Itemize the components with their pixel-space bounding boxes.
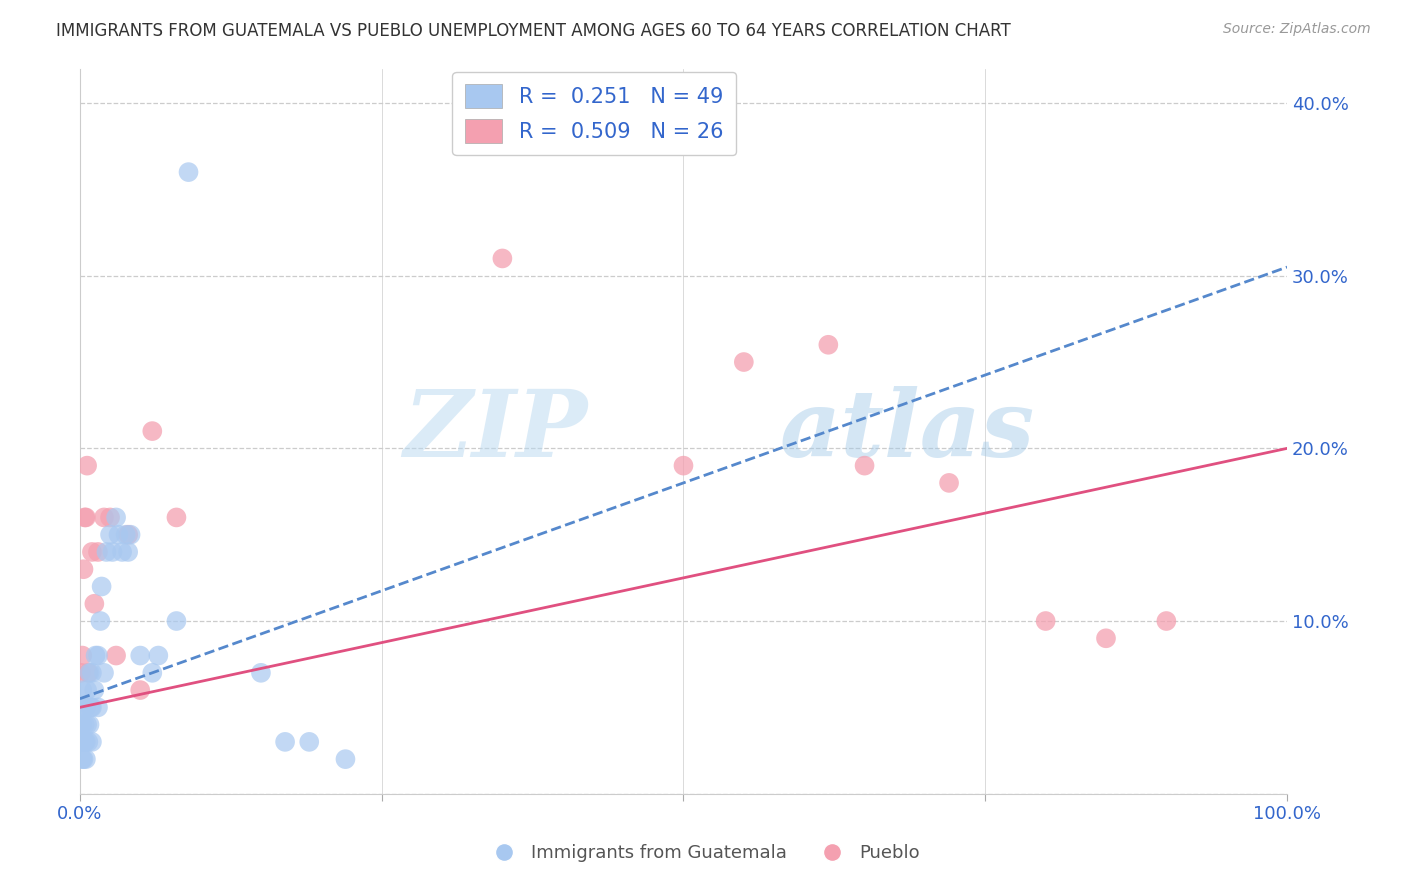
Point bbox=[73, 717, 96, 731]
Point bbox=[83, 597, 105, 611]
Legend: Immigrants from Guatemala, Pueblo: Immigrants from Guatemala, Pueblo bbox=[479, 838, 927, 870]
Point bbox=[1095, 632, 1118, 646]
Point bbox=[148, 648, 170, 663]
Point bbox=[1156, 614, 1178, 628]
Point bbox=[111, 545, 134, 559]
Point bbox=[120, 527, 142, 541]
Point bbox=[83, 683, 105, 698]
Point bbox=[76, 717, 98, 731]
Point bbox=[72, 562, 94, 576]
Point bbox=[89, 614, 111, 628]
Point bbox=[90, 579, 112, 593]
Point bbox=[70, 717, 93, 731]
Point bbox=[80, 665, 103, 680]
Point bbox=[75, 735, 97, 749]
Point bbox=[84, 648, 107, 663]
Point bbox=[72, 648, 94, 663]
Point bbox=[165, 510, 187, 524]
Point bbox=[72, 717, 94, 731]
Legend: R =  0.251   N = 49, R =  0.509   N = 26: R = 0.251 N = 49, R = 0.509 N = 26 bbox=[453, 71, 737, 155]
Point bbox=[87, 700, 110, 714]
Point bbox=[75, 700, 97, 714]
Point bbox=[72, 752, 94, 766]
Point bbox=[274, 735, 297, 749]
Point bbox=[129, 683, 152, 698]
Point bbox=[80, 735, 103, 749]
Point bbox=[105, 510, 128, 524]
Point bbox=[73, 510, 96, 524]
Point bbox=[72, 735, 94, 749]
Point bbox=[77, 735, 100, 749]
Point bbox=[335, 752, 357, 766]
Point bbox=[105, 648, 128, 663]
Point bbox=[70, 700, 93, 714]
Point bbox=[79, 665, 101, 680]
Point bbox=[98, 510, 121, 524]
Point bbox=[141, 665, 163, 680]
Point bbox=[107, 527, 129, 541]
Point bbox=[77, 665, 100, 680]
Point bbox=[250, 665, 273, 680]
Point bbox=[141, 424, 163, 438]
Point bbox=[93, 510, 115, 524]
Point bbox=[98, 527, 121, 541]
Point bbox=[79, 717, 101, 731]
Point bbox=[72, 700, 94, 714]
Point bbox=[117, 527, 139, 541]
Point bbox=[70, 735, 93, 749]
Text: IMMIGRANTS FROM GUATEMALA VS PUEBLO UNEMPLOYMENT AMONG AGES 60 TO 64 YEARS CORRE: IMMIGRANTS FROM GUATEMALA VS PUEBLO UNEM… bbox=[56, 22, 1011, 40]
Point bbox=[101, 545, 124, 559]
Point bbox=[117, 545, 139, 559]
Point bbox=[93, 665, 115, 680]
Point bbox=[87, 545, 110, 559]
Point bbox=[129, 648, 152, 663]
Point bbox=[672, 458, 695, 473]
Point bbox=[72, 752, 94, 766]
Text: atlas: atlas bbox=[780, 386, 1035, 476]
Point bbox=[853, 458, 876, 473]
Point bbox=[76, 458, 98, 473]
Point bbox=[75, 510, 97, 524]
Point bbox=[80, 700, 103, 714]
Point bbox=[298, 735, 321, 749]
Point bbox=[70, 665, 93, 680]
Point bbox=[73, 735, 96, 749]
Point bbox=[1035, 614, 1057, 628]
Point bbox=[96, 545, 118, 559]
Point bbox=[72, 735, 94, 749]
Point bbox=[80, 545, 103, 559]
Text: ZIP: ZIP bbox=[402, 386, 586, 476]
Point bbox=[87, 648, 110, 663]
Point bbox=[114, 527, 136, 541]
Point bbox=[733, 355, 755, 369]
Point bbox=[491, 252, 513, 266]
Point bbox=[72, 683, 94, 698]
Point bbox=[80, 700, 103, 714]
Point bbox=[938, 475, 960, 490]
Point bbox=[177, 165, 200, 179]
Point bbox=[75, 752, 97, 766]
Point bbox=[76, 683, 98, 698]
Point bbox=[165, 614, 187, 628]
Text: Source: ZipAtlas.com: Source: ZipAtlas.com bbox=[1223, 22, 1371, 37]
Point bbox=[817, 338, 839, 352]
